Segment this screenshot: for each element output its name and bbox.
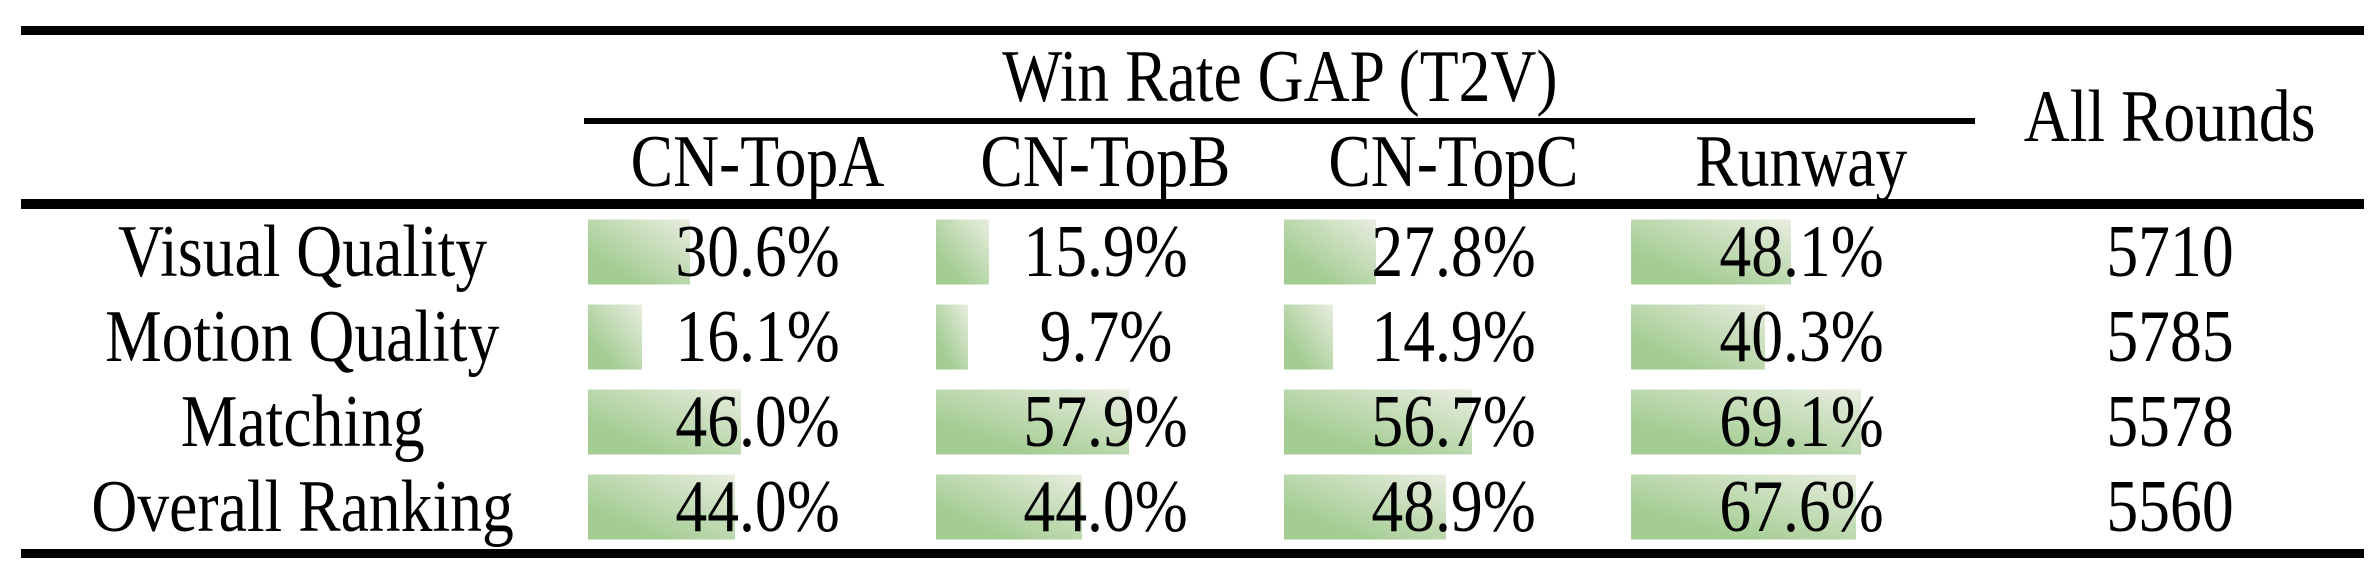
win-rate-bar [588,304,642,369]
row-label-cell: Overall Ranking [21,464,584,549]
win-rate-cell: 44.0% [584,464,932,549]
win-rate-value: 67.6% [1718,465,1884,548]
group-header-title: Win Rate GAP (T2V) [1001,35,1558,118]
win-rate-cell: 69.1% [1627,379,1975,464]
win-rate-bar [935,219,989,284]
win-rate-value: 48.1% [1718,210,1884,293]
win-rate-cell: 44.0% [932,464,1280,549]
win-rate-value: 30.6% [675,210,841,293]
win-rate-cell: 48.1% [1627,209,1975,294]
column-header-runway: Runway [1627,124,1975,199]
column-header-row: CN-TopA CN-TopB CN-TopC Runway [584,124,1975,199]
win-rate-cell: 48.9% [1280,464,1628,549]
win-rate-cell: 9.7% [932,294,1280,379]
win-rate-value: 44.0% [675,465,841,548]
row-label: Matching [180,380,425,463]
win-rate-value: 69.1% [1718,380,1884,463]
win-rate-bar [1631,474,1857,539]
win-rate-value: 9.7% [1039,295,1172,378]
win-rate-bar [1283,304,1334,369]
table-row-visual-quality: Visual Quality 30.6% 15.9% 27.8% 48.1% [21,209,2364,294]
group-header-rule [584,118,1975,124]
win-rate-bar [935,474,1083,539]
row-label-cell: Motion Quality [21,294,584,379]
all-rounds-value: 5578 [2105,380,2234,463]
win-rate-bar [588,474,735,539]
table-header: Win Rate GAP (T2V) CN-TopA CN-TopB CN-To… [21,35,2364,199]
win-rate-cell: 27.8% [1280,209,1628,294]
win-rate-value: 40.3% [1718,295,1884,378]
win-rate-cell: 46.0% [584,379,932,464]
row-label-cell: Visual Quality [21,209,584,294]
all-rounds-cell: 5578 [1975,379,2364,464]
all-rounds-value: 5560 [2105,465,2234,548]
win-rate-bar [1283,474,1447,539]
row-label-cell: Matching [21,379,584,464]
top-rule [21,26,2364,35]
row-label: Overall Ranking [91,465,514,548]
table-row-overall-ranking: Overall Ranking 44.0% 44.0% 48.9% 67.6% [21,464,2364,549]
win-rate-cell: 16.1% [584,294,932,379]
win-rate-bar [1631,389,1862,454]
win-rate-cell: 40.3% [1627,294,1975,379]
header-body-rule [21,199,2364,209]
all-rounds-header-label: All Rounds [2023,76,2316,158]
group-header-cell: Win Rate GAP (T2V) [584,35,1975,118]
column-header-cn-topc: CN-TopC [1280,124,1628,199]
win-rate-value: 48.9% [1371,465,1536,548]
column-header-cn-topb: CN-TopB [932,124,1280,199]
all-rounds-cell: 5560 [1975,464,2364,549]
win-rate-cell: 14.9% [1280,294,1628,379]
win-rate-cell: 56.7% [1280,379,1628,464]
win-rate-bar [1283,389,1473,454]
win-rate-cell: 30.6% [584,209,932,294]
table-row-motion-quality: Motion Quality 16.1% 9.7% 14.9% 40.3% [21,294,2364,379]
win-rate-cell: 67.6% [1627,464,1975,549]
win-rate-value: 57.9% [1023,380,1188,463]
win-rate-value: 15.9% [1023,210,1188,293]
table-body: Visual Quality 30.6% 15.9% 27.8% 48.1% [21,209,2364,549]
table-row-matching: Matching 46.0% 57.9% 56.7% 69.1% [21,379,2364,464]
win-rate-value: 27.8% [1371,210,1536,293]
column-header-label: CN-TopC [1328,120,1579,203]
column-header-label: CN-TopB [980,120,1231,203]
all-rounds-header-cell: All Rounds [1975,35,2364,199]
column-header-cn-topa: CN-TopA [584,124,932,199]
bottom-rule [21,549,2364,558]
win-rate-value: 16.1% [675,295,841,378]
win-rate-value: 44.0% [1023,465,1188,548]
all-rounds-value: 5785 [2105,295,2234,378]
win-rate-cell: 57.9% [932,379,1280,464]
win-rate-cell: 15.9% [932,209,1280,294]
win-rate-bar [588,219,690,284]
win-rate-bar [588,389,742,454]
win-rate-bar [1631,219,1792,284]
win-rate-bar [935,389,1129,454]
all-rounds-cell: 5785 [1975,294,2364,379]
row-label: Motion Quality [105,295,500,378]
win-rate-value: 14.9% [1371,295,1536,378]
all-rounds-value: 5710 [2105,210,2234,293]
win-rate-value: 46.0% [675,380,841,463]
column-header-label: CN-TopA [631,120,885,203]
win-rate-bar [935,304,969,369]
win-rate-bar [1283,219,1377,284]
win-rate-bar [1631,304,1766,369]
results-table: Win Rate GAP (T2V) CN-TopA CN-TopB CN-To… [21,26,2364,558]
all-rounds-cell: 5710 [1975,209,2364,294]
row-label: Visual Quality [117,210,488,293]
win-rate-value: 56.7% [1371,380,1536,463]
column-header-label: Runway [1695,120,1908,203]
